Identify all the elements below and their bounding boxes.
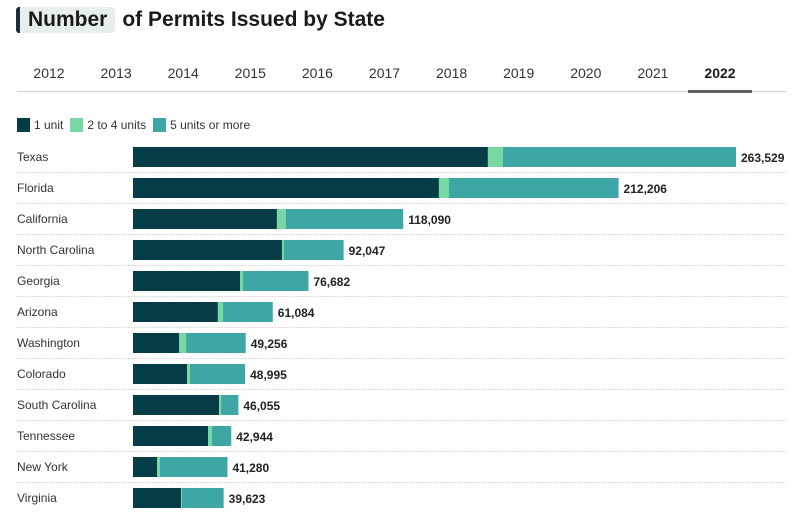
bar-segment-1-unit[interactable] xyxy=(133,209,277,229)
bar-segment-1-unit[interactable] xyxy=(133,426,209,446)
bar-row-florida: Florida 212,206 xyxy=(17,178,786,204)
bar-row-tennessee: Tennessee 42,944 xyxy=(17,426,786,452)
bar-row-arizona: Arizona 61,084 xyxy=(17,302,786,328)
tab-2017[interactable]: 2017 xyxy=(368,65,401,81)
total-value-label: 46,055 xyxy=(243,399,280,413)
total-value-label: 39,623 xyxy=(229,492,266,506)
category-label: Virginia xyxy=(17,491,57,505)
category-label: North Carolina xyxy=(17,243,95,257)
bar-segment-2-to-4-units[interactable] xyxy=(178,333,187,353)
legend: 1 unit 2 to 4 units 5 units or more xyxy=(17,118,257,132)
bar-segment-5-units-or-more[interactable] xyxy=(222,302,273,322)
bar-row-new-york: New York 41,280 xyxy=(17,457,786,483)
bar-row-texas: Texas 263,529 xyxy=(17,147,786,173)
category-label: New York xyxy=(17,460,69,474)
bar-segment-1-unit[interactable] xyxy=(133,457,158,477)
category-label: Georgia xyxy=(17,274,60,288)
bar-segment-1-unit[interactable] xyxy=(133,147,488,167)
total-value-label: 41,280 xyxy=(232,461,269,475)
legend-label: 1 unit xyxy=(34,118,64,132)
bar-segment-1-unit[interactable] xyxy=(133,178,439,198)
category-label: Tennessee xyxy=(17,429,75,443)
total-value-label: 92,047 xyxy=(349,244,386,258)
total-value-label: 48,995 xyxy=(250,368,287,382)
bar-segment-5-units-or-more[interactable] xyxy=(160,457,228,477)
bar-segment-1-unit[interactable] xyxy=(133,333,179,353)
bar-segment-5-units-or-more[interactable] xyxy=(221,395,239,415)
category-label: California xyxy=(17,212,68,226)
bar-segment-2-to-4-units[interactable] xyxy=(181,488,182,508)
title-highlight: Number xyxy=(28,8,108,31)
tab-2021[interactable]: 2021 xyxy=(637,65,669,81)
bar-segment-5-units-or-more[interactable] xyxy=(285,209,404,229)
tab-2015[interactable]: 2015 xyxy=(234,65,266,81)
bar-segment-2-to-4-units[interactable] xyxy=(276,209,286,229)
legend-swatch-5-units-or-more xyxy=(153,118,167,132)
bar-segment-5-units-or-more[interactable] xyxy=(449,178,619,198)
legend-swatch-1-unit xyxy=(17,118,30,132)
category-label: Texas xyxy=(17,150,48,164)
category-label: Florida xyxy=(17,181,54,195)
bar-segment-2-to-4-units[interactable] xyxy=(217,302,223,322)
total-value-label: 212,206 xyxy=(624,182,668,196)
tab-2014[interactable]: 2014 xyxy=(167,65,199,81)
bar-segment-5-units-or-more[interactable] xyxy=(284,240,344,260)
bar-row-colorado: Colorado 48,995 xyxy=(17,364,786,390)
bar-segment-1-unit[interactable] xyxy=(133,395,220,415)
metric-selector[interactable]: Number xyxy=(16,7,116,33)
legend-label: 5 units or more xyxy=(170,118,251,132)
bar-segment-5-units-or-more[interactable] xyxy=(189,364,246,384)
legend-item-1-unit: 1 unit xyxy=(17,118,63,132)
bar-segment-2-to-4-units[interactable] xyxy=(219,395,222,415)
bar-segment-5-units-or-more[interactable] xyxy=(186,333,246,353)
bar-row-california: California 118,090 xyxy=(17,209,786,235)
total-value-label: 118,090 xyxy=(408,213,451,227)
bar-segment-1-unit[interactable] xyxy=(133,302,218,322)
tab-2019[interactable]: 2019 xyxy=(503,65,535,81)
legend-label: 2 to 4 units xyxy=(87,118,147,132)
chart-title: Number of Permits Issued by State xyxy=(16,7,385,33)
bar-segment-2-to-4-units[interactable] xyxy=(438,178,449,198)
bar-segment-2-to-4-units[interactable] xyxy=(157,457,160,477)
bar-segment-2-to-4-units[interactable] xyxy=(187,364,190,384)
bar-segment-2-to-4-units[interactable] xyxy=(487,147,503,167)
bar-segment-1-unit[interactable] xyxy=(133,240,282,260)
total-value-label: 42,944 xyxy=(236,430,273,444)
bar-row-south-carolina: South Carolina 46,055 xyxy=(17,395,786,421)
tab-2018[interactable]: 2018 xyxy=(436,65,468,81)
bar-row-washington: Washington 49,256 xyxy=(17,333,786,359)
total-value-label: 61,084 xyxy=(278,306,315,320)
bar-segment-2-to-4-units[interactable] xyxy=(208,426,212,446)
total-value-label: 263,529 xyxy=(741,151,785,165)
bar-row-virginia: Virginia 39,623 xyxy=(17,488,266,508)
bar-row-georgia: Georgia 76,682 xyxy=(17,271,786,297)
total-value-label: 49,256 xyxy=(251,337,288,351)
tab-2020[interactable]: 2020 xyxy=(570,65,602,81)
bar-segment-1-unit[interactable] xyxy=(133,364,187,384)
category-label: Washington xyxy=(17,336,80,350)
bar-segment-1-unit[interactable] xyxy=(133,271,241,291)
tab-2012[interactable]: 2012 xyxy=(33,65,65,81)
legend-item-5-units-or-more: 5 units or more xyxy=(153,118,250,132)
bar-segment-1-unit[interactable] xyxy=(133,488,182,508)
category-label: South Carolina xyxy=(17,398,97,412)
legend-item-2-to-4-units: 2 to 4 units xyxy=(70,118,146,132)
title-text: of Permits Issued by State xyxy=(122,8,385,31)
bar-segment-2-to-4-units[interactable] xyxy=(281,240,285,260)
bar-segment-2-to-4-units[interactable] xyxy=(240,271,244,291)
bar-row-north-carolina: North Carolina 92,047 xyxy=(17,240,786,266)
legend-swatch-2-to-4-units xyxy=(70,118,84,132)
bar-segment-5-units-or-more[interactable] xyxy=(243,271,309,291)
bar-segment-5-units-or-more[interactable] xyxy=(503,147,736,167)
tab-2016[interactable]: 2016 xyxy=(301,65,333,81)
year-tabs: 2012 2013 2014 2015 2016 2017 2018 2019 2020 2021… xyxy=(17,60,786,93)
category-label: Arizona xyxy=(17,305,58,319)
bar-segment-5-units-or-more[interactable] xyxy=(211,426,232,446)
total-value-label: 76,682 xyxy=(313,275,350,289)
category-label: Colorado xyxy=(17,367,66,381)
tab-2022[interactable]: 2022 xyxy=(688,65,752,93)
tab-2013[interactable]: 2013 xyxy=(100,65,132,81)
bar-segment-5-units-or-more[interactable] xyxy=(181,488,224,508)
